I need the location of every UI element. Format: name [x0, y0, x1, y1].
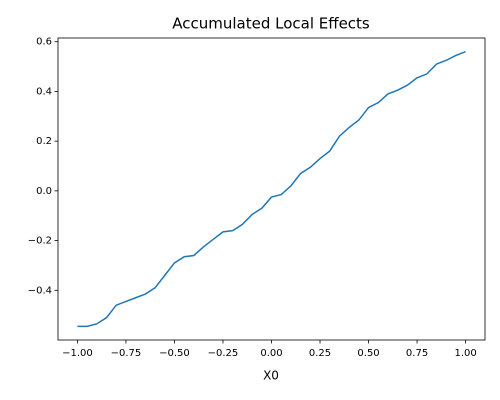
- x-axis-label: X0: [263, 369, 279, 383]
- data-line: [77, 50, 466, 328]
- chart-title: Accumulated Local Effects: [172, 15, 370, 33]
- y-tick-label: −0.4: [28, 285, 52, 296]
- x-tick-label: 0.25: [309, 348, 331, 359]
- x-tick-label: 1.00: [454, 348, 476, 359]
- y-tick-label: 0.2: [36, 136, 52, 147]
- x-tick-label: −0.75: [111, 348, 142, 359]
- y-tick-label: 0.6: [36, 37, 52, 48]
- x-tick-label: −0.25: [208, 348, 239, 359]
- x-tick-label: 0.00: [260, 348, 282, 359]
- x-tick-label: 0.50: [357, 348, 379, 359]
- x-tick-label: 0.75: [406, 348, 428, 359]
- y-tick-label: 0.4: [36, 86, 52, 97]
- plot-frame: [57, 37, 486, 341]
- y-tick-label: −0.2: [28, 236, 52, 247]
- x-tick-label: −1.00: [62, 348, 93, 359]
- x-tick-label: −0.50: [159, 348, 190, 359]
- y-tick-label: 0.0: [36, 186, 52, 197]
